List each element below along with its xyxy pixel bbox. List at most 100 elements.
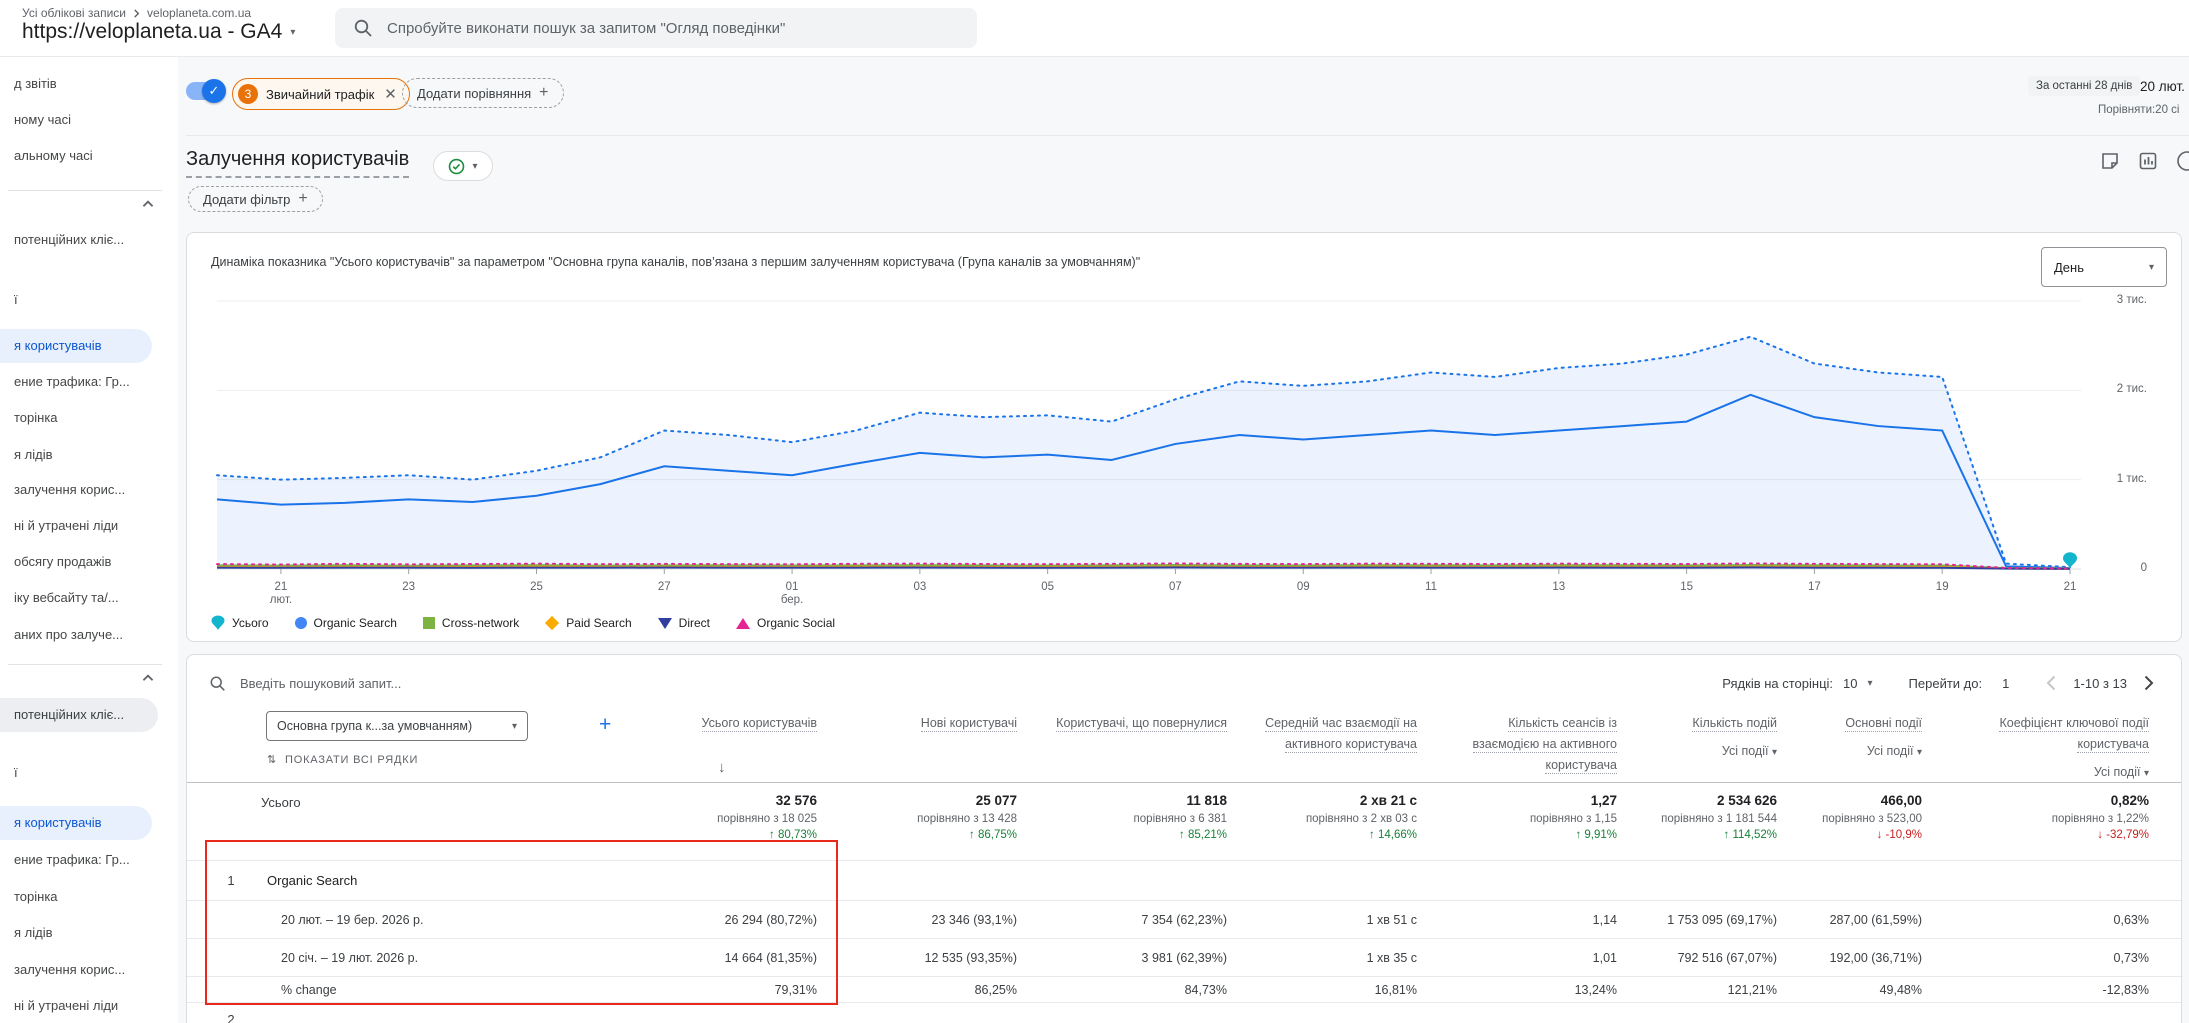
insights-icon[interactable] bbox=[2138, 151, 2158, 171]
sidebar-item-user-acquisition[interactable]: я користувачів bbox=[0, 329, 152, 363]
cell: 121,21% bbox=[1727, 982, 1777, 997]
add-comparison-button[interactable]: Додати порівняння + bbox=[402, 78, 564, 108]
legend-label: Direct bbox=[678, 616, 710, 630]
legend-item-усього[interactable]: Усього bbox=[211, 615, 269, 631]
legend-item-paid-search[interactable]: Paid Search bbox=[545, 615, 632, 631]
table-row[interactable]: 1 Organic Search bbox=[187, 861, 2181, 901]
global-search[interactable]: Спробуйте виконати пошук за запитом "Огл… bbox=[335, 8, 977, 48]
x-axis-tick: 21 bbox=[2063, 581, 2077, 593]
column-header-total-users[interactable]: Усього користувачів bbox=[701, 716, 817, 732]
table-subrow-current-period[interactable]: 20 лют. – 19 бер. 2026 р. 26 294 (80,72%… bbox=[187, 901, 2181, 939]
sidebar-item-landing-page[interactable]: торінка bbox=[14, 410, 58, 425]
column-header-event-count[interactable]: Кількість подій Усі події ▾ bbox=[1641, 701, 1801, 763]
sidebar-item-engagement-data[interactable]: аних про залуче... bbox=[14, 627, 124, 642]
x-axis-tick: 09 bbox=[1296, 581, 1310, 593]
notes-icon[interactable] bbox=[2100, 151, 2120, 171]
x-axis-tick: 15 bbox=[1680, 581, 1693, 593]
show-all-rows-button[interactable]: ⇅ ПОКАЗАТИ ВСІ РЯДКИ bbox=[267, 753, 418, 767]
column-header-engaged-sessions[interactable]: Кількість сеансів із взаємодією на актив… bbox=[1472, 716, 1617, 774]
sidebar-item-realtime-pages[interactable]: альному часі bbox=[14, 148, 93, 163]
sidebar-item-website-traffic[interactable]: іку вебсайту та/... bbox=[14, 590, 119, 605]
table-search[interactable]: Введіть пошуковий запит... bbox=[209, 667, 401, 699]
dimension-select[interactable]: Основна група к...за умовчанням) ▾ bbox=[266, 711, 528, 741]
column-header-returning-users[interactable]: Користувачі, що повернулися bbox=[1056, 716, 1227, 732]
comparison-toggle[interactable]: ✓ bbox=[186, 79, 226, 103]
y-axis-tick: 0 bbox=[2140, 562, 2147, 574]
sort-descending-icon[interactable]: ↓ bbox=[718, 759, 726, 776]
sidebar-item-lead-generation[interactable]: я лідів bbox=[14, 447, 53, 462]
event-filter-select[interactable]: Усі події ▾ bbox=[1866, 744, 1922, 758]
x-axis-tick: 25 bbox=[530, 581, 543, 593]
date-range-current[interactable]: 20 лют. bbox=[2140, 79, 2185, 94]
report-status-pill[interactable]: ▾ bbox=[433, 151, 493, 181]
column-header-avg-engagement-time[interactable]: Середній час взаємодії на активного кори… bbox=[1265, 716, 1417, 753]
legend-item-cross-network[interactable]: Cross-network bbox=[422, 616, 519, 630]
x-axis-tick: 03 bbox=[913, 581, 927, 593]
granularity-select[interactable]: День ▾ bbox=[2041, 247, 2167, 287]
legend-item-organic-search[interactable]: Organic Search bbox=[294, 616, 397, 630]
x-axis-tick: 17 bbox=[1808, 581, 1821, 593]
page-title[interactable]: Залучення користувачів bbox=[186, 148, 410, 178]
column-header-new-users[interactable]: Нові користувачі bbox=[920, 716, 1017, 732]
remove-comparison-icon[interactable]: ✕ bbox=[384, 86, 397, 103]
legend-item-organic-social[interactable]: Organic Social bbox=[736, 616, 835, 630]
cell: 49,48% bbox=[1879, 982, 1922, 997]
property-selector[interactable]: https://veloplaneta.ua - GA4 ▾ bbox=[22, 20, 295, 44]
x-axis-tick: 27 bbox=[657, 581, 671, 593]
event-filter-select[interactable]: Усі події ▾ bbox=[1721, 744, 1777, 758]
sidebar-item-traffic-acquisition-2[interactable]: ение трафика: Гр... bbox=[14, 852, 130, 867]
sidebar-item-lead-generation-2[interactable]: я лідів bbox=[14, 925, 53, 940]
totals-cell: 32 576 порівняно з 18 025 ↑ 80,73% bbox=[717, 793, 817, 841]
share-icon[interactable] bbox=[2176, 150, 2189, 172]
search-icon bbox=[354, 19, 372, 37]
collapse-section-icon[interactable] bbox=[140, 670, 156, 686]
sidebar-item-leads[interactable]: потенційних кліє... bbox=[14, 232, 125, 247]
date-range-chip[interactable]: За останні 28 днів bbox=[2028, 76, 2141, 96]
cell: 1,01 bbox=[1592, 950, 1617, 965]
sidebar-item-user-acquisition-2[interactable]: я користувачів bbox=[0, 806, 152, 840]
sidebar-item-user-engagement[interactable]: залучення корис... bbox=[14, 482, 126, 497]
cell: 23 346 (93,1%) bbox=[931, 912, 1017, 927]
x-axis-tick: 11 bbox=[1425, 581, 1437, 593]
legend-item-direct[interactable]: Direct bbox=[657, 616, 710, 630]
comparison-chip-organic-traffic[interactable]: 3 Звичайний трафік ✕ bbox=[232, 78, 410, 110]
column-header-key-event-rate[interactable]: Коефіцієнт ключової події користувача Ус… bbox=[1946, 701, 2173, 784]
table-subrow-previous-period[interactable]: 20 січ. – 19 лют. 2026 р. 14 664 (81,35%… bbox=[187, 939, 2181, 977]
add-dimension-icon[interactable]: + bbox=[599, 713, 612, 736]
sidebar-item-landing-page-2[interactable]: торінка bbox=[14, 889, 58, 904]
sidebar-item-leads-2[interactable]: потенційних кліє... bbox=[0, 698, 158, 732]
column-header-key-events[interactable]: Основні події Усі події ▾ bbox=[1801, 701, 1946, 763]
legend-label: Усього bbox=[232, 616, 269, 630]
table-subrow-percent-change[interactable]: % change 79,31% 86,25% 84,73% 16,81% 13,… bbox=[187, 977, 2181, 1003]
sidebar-item-realtime-overview[interactable]: ному часі bbox=[14, 112, 71, 127]
goto-page-input[interactable]: 1 bbox=[2002, 675, 2010, 691]
event-filter-select[interactable]: Усі події ▾ bbox=[2093, 765, 2149, 779]
breadcrumb-accounts[interactable]: Усі облікові записи bbox=[22, 6, 127, 20]
cell: 1 753 095 (69,17%) bbox=[1667, 912, 1777, 927]
sidebar-item-sales-volume[interactable]: обсягу продажів bbox=[14, 554, 112, 569]
sidebar-item-user-engagement-2[interactable]: залучення корис... bbox=[14, 962, 126, 977]
sidebar-item-won-lost-leads[interactable]: ні й утрачені ліди bbox=[14, 518, 119, 533]
breadcrumb-account-name[interactable]: veloplaneta.com.ua bbox=[147, 6, 252, 20]
sidebar-item-reports-snapshot[interactable]: д звітів bbox=[14, 76, 57, 91]
search-icon bbox=[210, 676, 225, 691]
report-actions bbox=[2100, 150, 2189, 172]
line-chart[interactable] bbox=[201, 291, 2086, 591]
table-row[interactable]: 2 bbox=[187, 1003, 2181, 1023]
cell: 12 535 (93,35%) bbox=[924, 950, 1017, 965]
previous-page-icon[interactable] bbox=[2041, 672, 2063, 694]
cell: 3 981 (62,39%) bbox=[1141, 950, 1227, 965]
comparison-count-badge: 3 bbox=[238, 84, 258, 104]
sidebar-item-traffic-acquisition[interactable]: ение трафика: Гр... bbox=[14, 374, 130, 389]
rows-per-page-select[interactable]: 10 ▾ bbox=[1843, 676, 1873, 691]
totals-label: Усього bbox=[261, 795, 301, 810]
collapse-section-icon[interactable] bbox=[140, 196, 156, 212]
next-page-icon[interactable] bbox=[2137, 672, 2159, 694]
row-number: 2 bbox=[227, 1011, 235, 1023]
add-filter-button[interactable]: Додати фільтр + bbox=[188, 186, 323, 212]
totals-cell: 2 хв 21 с порівняно з 2 хв 03 с ↑ 14,66% bbox=[1305, 793, 1417, 841]
cell: 14 664 (81,35%) bbox=[724, 950, 817, 965]
search-placeholder: Спробуйте виконати пошук за запитом "Огл… bbox=[387, 19, 786, 37]
sidebar-item-won-lost-leads-2[interactable]: ні й утрачені ліди bbox=[14, 998, 119, 1013]
granularity-value: День bbox=[2054, 259, 2084, 275]
